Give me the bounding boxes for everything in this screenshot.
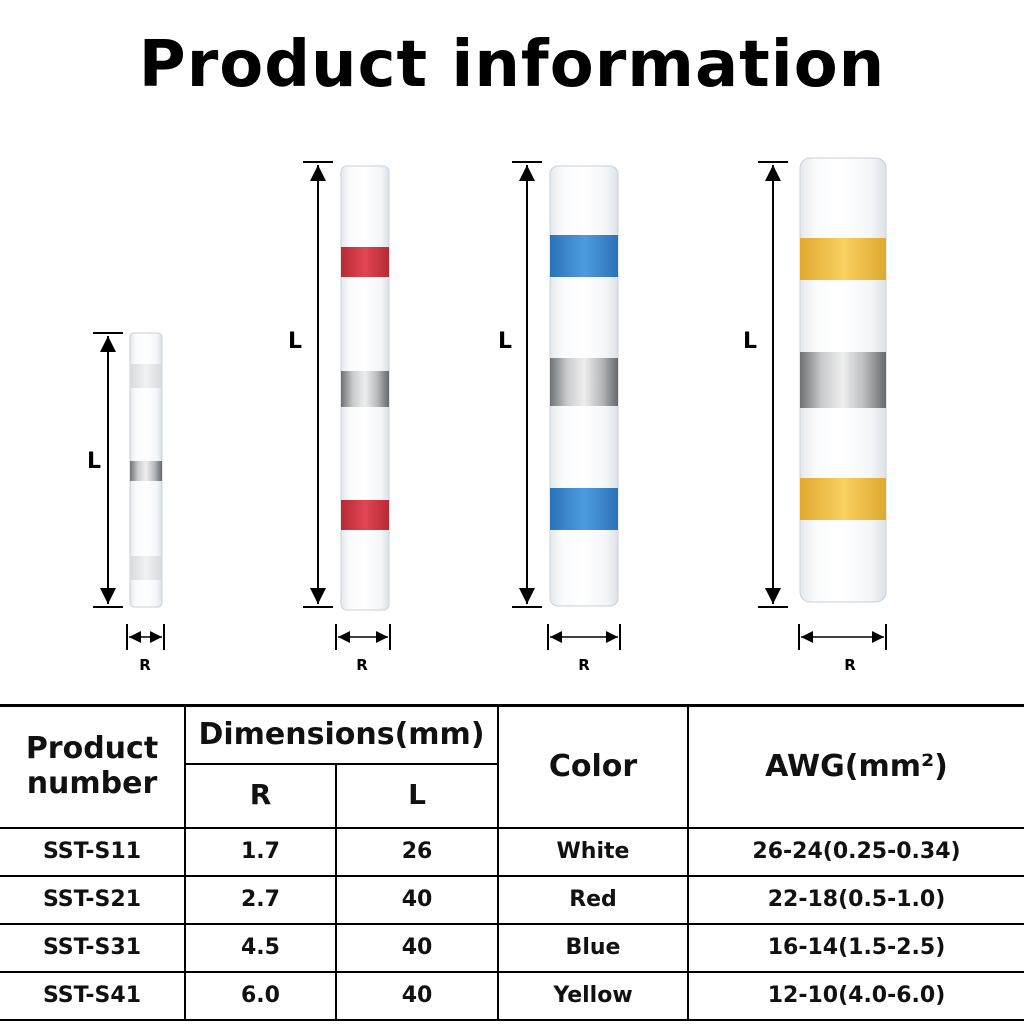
table-row: SST-S31 4.5 40 Blue 16-14(1.5-2.5) — [0, 922, 1024, 973]
color-header: Color — [497, 704, 689, 829]
table-row: SST-S41 6.0 40 Yellow 12-10(4.0-6.0) — [0, 970, 1024, 1021]
product-number-header: Product number — [0, 704, 186, 829]
r-cell: 6.0 — [184, 970, 337, 1021]
width-label: R — [844, 656, 856, 674]
table-row: SST-S11 1.7 26 White 26-24(0.25-0.34) — [0, 826, 1024, 877]
length-label: L — [498, 329, 512, 354]
width-label: R — [356, 656, 368, 674]
dimensions-header: Dimensions(mm) — [184, 704, 499, 765]
solder-ring — [800, 352, 886, 408]
connector-blue: L R — [498, 161, 621, 674]
awg-header: AWG(mm²) — [687, 704, 1024, 829]
sealant-ring — [800, 238, 886, 280]
r-cell: 4.5 — [184, 922, 337, 973]
r-cell: 2.7 — [184, 874, 337, 925]
solder-ring — [550, 358, 618, 406]
width-label: R — [139, 656, 151, 674]
awg-cell: 22-18(0.5-1.0) — [687, 874, 1024, 925]
length-label: L — [87, 449, 101, 474]
product-cell: SST-S31 — [0, 922, 186, 973]
width-label: R — [578, 656, 590, 674]
sealant-ring — [130, 556, 162, 580]
color-cell: White — [497, 826, 689, 877]
connector-white: L R — [87, 332, 165, 674]
color-cell: Red — [497, 874, 689, 925]
awg-cell: 26-24(0.25-0.34) — [687, 826, 1024, 877]
table-row: SST-S21 2.7 40 Red 22-18(0.5-1.0) — [0, 874, 1024, 925]
l-cell: 26 — [335, 826, 499, 877]
product-cell: SST-S41 — [0, 970, 186, 1021]
connector-yellow: L R — [743, 157, 887, 674]
sealant-ring — [550, 235, 618, 277]
l-cell: 40 — [335, 970, 499, 1021]
solder-ring — [341, 371, 389, 407]
awg-cell: 12-10(4.0-6.0) — [687, 970, 1024, 1021]
solder-ring — [130, 461, 162, 481]
product-cell: SST-S21 — [0, 874, 186, 925]
sealant-ring — [800, 478, 886, 520]
connector-diagram: L R L R L R — [87, 157, 887, 674]
color-cell: Blue — [497, 922, 689, 973]
product-cell: SST-S11 — [0, 826, 186, 877]
table-subheader-row: R L — [0, 762, 1024, 829]
page-title: Product information — [138, 28, 886, 102]
sealant-ring — [341, 247, 389, 277]
awg-cell: 16-14(1.5-2.5) — [687, 922, 1024, 973]
sealant-ring — [341, 500, 389, 530]
connector-red: L R — [288, 161, 391, 674]
l-cell: 40 — [335, 874, 499, 925]
sealant-ring — [130, 364, 162, 388]
r-cell: 1.7 — [184, 826, 337, 877]
length-label: L — [288, 329, 302, 354]
sealant-ring — [550, 488, 618, 530]
color-cell: Yellow — [497, 970, 689, 1021]
r-header: R — [185, 762, 337, 829]
l-cell: 40 — [335, 922, 499, 973]
spec-table: Product number Dimensions(mm) Color AWG(… — [0, 704, 1024, 1021]
l-header: L — [335, 762, 498, 829]
length-label: L — [743, 329, 757, 354]
table-header-row: Product number Dimensions(mm) Color AWG(… — [0, 704, 1024, 829]
